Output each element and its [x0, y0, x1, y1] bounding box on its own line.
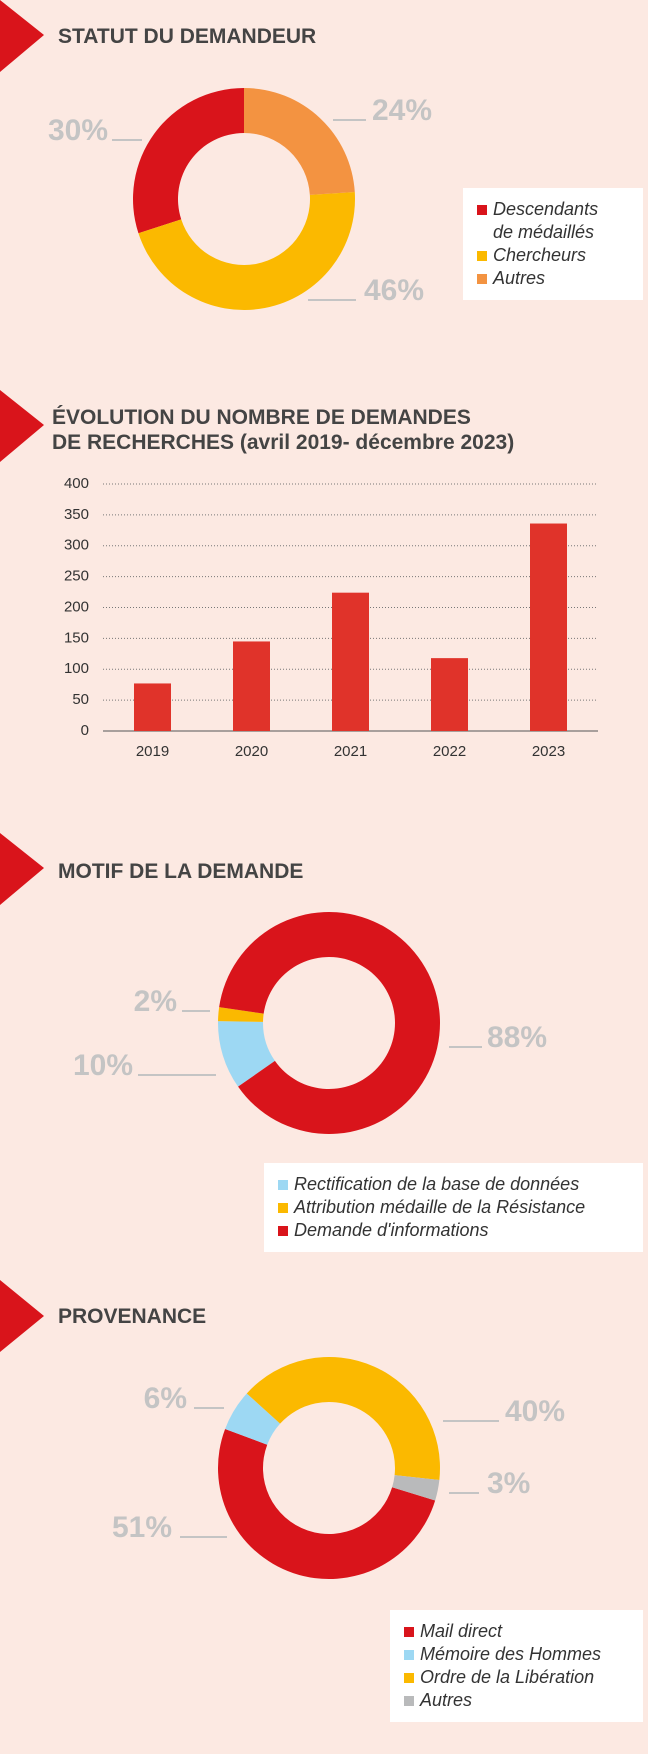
- legend: Descendants de médaillés Chercheurs Autres: [463, 188, 643, 300]
- legend-swatch: [404, 1627, 414, 1637]
- value-label: 10%: [73, 1049, 133, 1082]
- value-label: 88%: [487, 1021, 547, 1054]
- legend-swatch: [477, 205, 487, 215]
- value-label: 51%: [112, 1511, 172, 1544]
- legend-item: Chercheurs: [477, 244, 629, 267]
- section-marker: [0, 1280, 44, 1352]
- x-tick-label: 2019: [136, 743, 169, 760]
- legend: Mail direct Mémoire des Hommes Ordre de la…: [390, 1610, 643, 1722]
- legend-label: Demande d'informations: [294, 1220, 489, 1240]
- legend-item: Descendants de médaillés: [477, 198, 629, 244]
- value-label: 3%: [487, 1467, 530, 1500]
- legend-item: Demande d'informations: [278, 1219, 629, 1242]
- chart-title: PROVENANCE: [58, 1305, 206, 1328]
- donut-segment: [244, 88, 355, 195]
- legend-item: Ordre de la Libération: [404, 1666, 629, 1689]
- legend-swatch: [477, 274, 487, 284]
- legend-swatch: [404, 1673, 414, 1683]
- legend: Rectification de la base de données Attri…: [264, 1163, 643, 1252]
- value-label: 6%: [144, 1382, 187, 1415]
- donut-segment: [218, 1007, 264, 1022]
- x-tick-label: 2022: [433, 743, 466, 760]
- legend-item: Autres: [404, 1689, 629, 1712]
- legend-item: Autres: [477, 267, 629, 290]
- x-tick-label: 2020: [235, 743, 268, 760]
- y-tick-label: 150: [64, 629, 89, 646]
- y-tick-label: 100: [64, 660, 89, 677]
- legend-item: Mémoire des Hommes: [404, 1643, 629, 1666]
- donut-segment: [246, 1357, 441, 1480]
- value-label: 2%: [134, 985, 177, 1018]
- legend-label: Rectification de la base de données: [294, 1174, 580, 1194]
- bar: [530, 523, 567, 731]
- legend-swatch: [278, 1203, 288, 1213]
- y-tick-label: 0: [81, 722, 89, 739]
- y-tick-label: 50: [72, 691, 89, 708]
- value-label: 30%: [48, 114, 108, 147]
- bar: [332, 592, 369, 731]
- y-tick-label: 200: [64, 598, 89, 615]
- legend-item: Mail direct: [404, 1620, 629, 1643]
- section-marker: [0, 390, 44, 462]
- y-tick-label: 250: [64, 568, 89, 585]
- legend-item: Rectification de la base de données: [278, 1173, 629, 1196]
- x-tick-label: 2021: [334, 743, 367, 760]
- legend-label: Descendants de médaillés: [493, 199, 599, 242]
- legend-label: Autres: [493, 268, 546, 288]
- legend-label: Mail direct: [420, 1621, 503, 1641]
- legend-label: Attribution médaille de la Résistance: [294, 1197, 586, 1217]
- chart-title: DE RECHERCHES (avril 2019- décembre 2023…: [52, 431, 514, 454]
- donut-segment: [138, 192, 356, 311]
- legend-swatch: [404, 1696, 414, 1706]
- donut-segment: [218, 1021, 275, 1087]
- bar: [134, 683, 171, 731]
- bar: [233, 641, 270, 731]
- legend-item: Attribution médaille de la Résistance: [278, 1196, 629, 1219]
- donut-segment: [219, 911, 440, 1134]
- donut-segment: [225, 1393, 281, 1445]
- value-label: 24%: [372, 94, 432, 127]
- y-tick-label: 300: [64, 537, 89, 554]
- value-label: 40%: [505, 1395, 565, 1428]
- donut-segment: [133, 88, 244, 234]
- chart-title: ÉVOLUTION DU NOMBRE DE DEMANDES: [52, 406, 471, 429]
- section-marker: [0, 833, 44, 905]
- donut-segment: [218, 1428, 436, 1579]
- value-label: 46%: [364, 274, 424, 307]
- x-tick-label: 2023: [532, 743, 565, 760]
- legend-swatch: [278, 1180, 288, 1190]
- legend-label: Ordre de la Libération: [420, 1667, 595, 1687]
- donut-segment: [392, 1475, 440, 1501]
- bar: [431, 658, 468, 731]
- y-tick-label: 400: [64, 475, 89, 492]
- section-marker: [0, 0, 44, 72]
- legend-swatch: [278, 1226, 288, 1236]
- legend-label: Autres: [420, 1690, 473, 1710]
- legend-swatch: [477, 251, 487, 261]
- chart-title: MOTIF DE LA DEMANDE: [58, 860, 303, 883]
- y-tick-label: 350: [64, 506, 89, 523]
- legend-label: Mémoire des Hommes: [420, 1644, 602, 1664]
- legend-swatch: [404, 1650, 414, 1660]
- legend-label: Chercheurs: [493, 245, 587, 265]
- chart-title: STATUT DU DEMANDEUR: [58, 25, 316, 48]
